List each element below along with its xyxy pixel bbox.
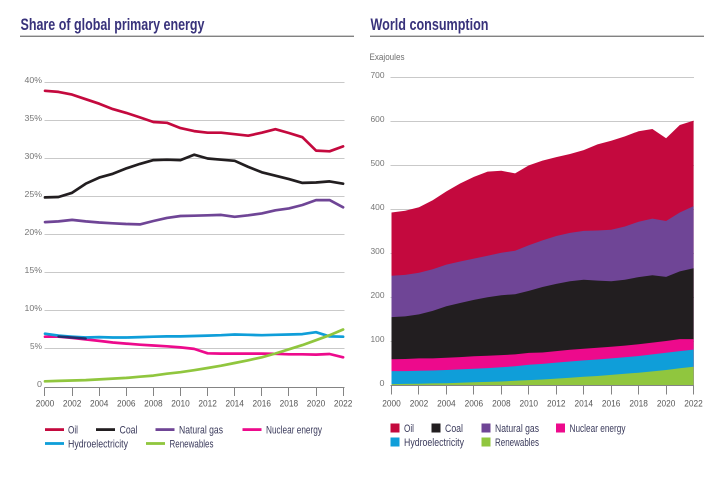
svg-text:Renewables: Renewables [170, 438, 214, 450]
svg-text:Oil: Oil [404, 423, 414, 435]
svg-text:Oil: Oil [68, 425, 78, 437]
svg-text:2022: 2022 [334, 398, 353, 409]
svg-text:Hydroelectricity: Hydroelectricity [404, 437, 464, 449]
svg-text:Exajoules: Exajoules [370, 52, 405, 63]
svg-text:300: 300 [371, 246, 385, 256]
svg-text:2018: 2018 [280, 398, 299, 409]
svg-text:Nuclear energy: Nuclear energy [570, 423, 626, 435]
svg-text:World consumption: World consumption [371, 15, 489, 34]
svg-text:2016: 2016 [253, 398, 272, 409]
svg-text:Natural gas: Natural gas [179, 425, 223, 437]
svg-text:2014: 2014 [225, 398, 244, 409]
svg-text:2006: 2006 [465, 398, 484, 409]
svg-text:2010: 2010 [520, 398, 539, 409]
svg-text:35%: 35% [25, 113, 43, 123]
svg-text:30%: 30% [25, 151, 43, 161]
svg-text:2004: 2004 [90, 398, 109, 409]
svg-text:Hydroelectricity: Hydroelectricity [68, 438, 128, 450]
svg-text:10%: 10% [25, 303, 43, 313]
svg-text:400: 400 [371, 202, 385, 212]
svg-text:2006: 2006 [117, 398, 136, 409]
svg-text:600: 600 [371, 114, 385, 124]
svg-text:2000: 2000 [36, 398, 55, 409]
svg-text:15%: 15% [25, 265, 43, 275]
svg-text:2014: 2014 [574, 398, 593, 409]
svg-text:2020: 2020 [657, 398, 676, 409]
svg-text:Share of global primary energy: Share of global primary energy [21, 15, 205, 34]
svg-text:Coal: Coal [120, 425, 138, 437]
svg-text:Renewables: Renewables [495, 437, 539, 449]
svg-text:20%: 20% [25, 227, 43, 237]
svg-text:0: 0 [380, 378, 385, 388]
svg-text:2020: 2020 [307, 398, 326, 409]
svg-text:0: 0 [37, 379, 42, 389]
svg-text:2008: 2008 [492, 398, 511, 409]
svg-text:2018: 2018 [629, 398, 648, 409]
svg-text:2004: 2004 [437, 398, 456, 409]
svg-text:500: 500 [371, 158, 385, 168]
svg-text:2012: 2012 [547, 398, 566, 409]
svg-text:2022: 2022 [684, 398, 703, 409]
svg-text:25%: 25% [25, 189, 43, 199]
svg-text:2002: 2002 [410, 398, 429, 409]
svg-text:2010: 2010 [171, 398, 190, 409]
svg-text:Coal: Coal [445, 423, 463, 435]
svg-text:700: 700 [371, 70, 385, 80]
svg-text:2008: 2008 [144, 398, 163, 409]
svg-text:100: 100 [371, 334, 385, 344]
svg-text:40%: 40% [25, 75, 43, 85]
svg-text:5%: 5% [30, 341, 42, 351]
svg-text:Natural gas: Natural gas [495, 423, 539, 435]
svg-text:2016: 2016 [602, 398, 621, 409]
svg-text:2000: 2000 [382, 398, 401, 409]
svg-text:Nuclear energy: Nuclear energy [266, 425, 322, 437]
svg-text:2012: 2012 [198, 398, 217, 409]
svg-text:200: 200 [371, 290, 385, 300]
svg-text:2002: 2002 [63, 398, 82, 409]
